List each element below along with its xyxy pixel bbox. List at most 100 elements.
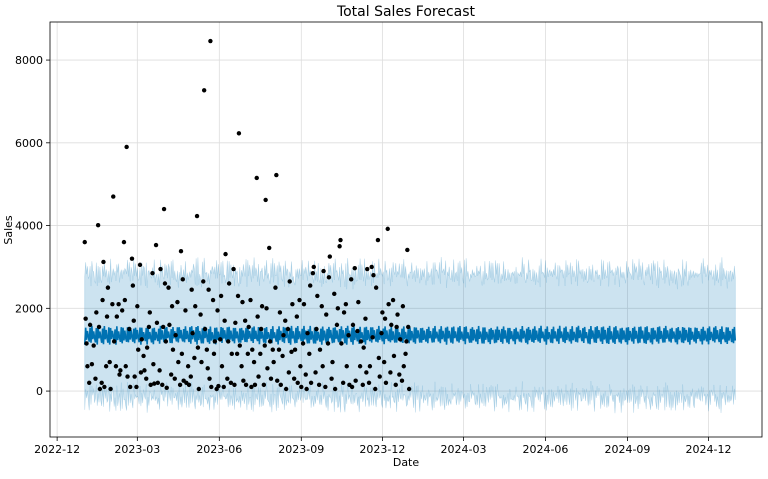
data-point (270, 347, 275, 352)
data-point (335, 306, 341, 311)
data-point (235, 293, 241, 299)
data-point (258, 351, 263, 357)
data-point (160, 382, 165, 388)
data-point (154, 320, 160, 326)
data-point (403, 351, 408, 357)
data-point (111, 339, 117, 344)
y-tick-label: 6000 (15, 137, 43, 150)
data-point (240, 299, 245, 305)
data-point (281, 333, 286, 338)
data-point (211, 351, 217, 357)
data-point (252, 382, 258, 388)
data-point (313, 370, 318, 375)
y-tick-label: 2000 (15, 302, 43, 315)
data-point (204, 347, 210, 352)
x-tick-label: 2023-06 (196, 443, 242, 456)
data-point (251, 359, 257, 365)
data-point (226, 339, 231, 344)
data-point (114, 314, 120, 319)
data-point (277, 310, 283, 315)
data-point (169, 304, 175, 309)
data-point (221, 384, 226, 390)
data-point (219, 364, 225, 369)
data-point (226, 281, 232, 286)
data-point (380, 310, 385, 315)
data-point (134, 384, 139, 390)
data-point (113, 364, 119, 369)
data-point (320, 364, 325, 369)
data-point (379, 330, 384, 336)
axis-ticks: 0 2000 4000 6000 8000 2022-12 2023-03 2023-06 20… (15, 54, 732, 456)
data-point (373, 386, 378, 392)
data-point (304, 386, 309, 392)
x-tick-label: 2023-03 (114, 443, 160, 456)
data-point (194, 213, 200, 219)
data-point (152, 381, 157, 386)
data-point (401, 364, 406, 369)
data-point (223, 251, 228, 257)
data-point (249, 384, 254, 390)
data-point (185, 364, 191, 369)
data-point (148, 382, 153, 388)
data-point (103, 364, 109, 369)
data-point (195, 345, 201, 350)
data-point (357, 364, 363, 369)
data-point (370, 335, 375, 340)
data-point (353, 378, 358, 383)
data-point (325, 341, 331, 346)
data-point (157, 368, 162, 373)
data-point (323, 384, 328, 390)
data-point (329, 376, 334, 381)
data-point (303, 372, 308, 377)
data-point (355, 328, 360, 334)
x-tick-label: 2024-12 (686, 443, 732, 456)
data-point (124, 144, 129, 150)
x-tick-label: 2023-09 (278, 443, 324, 456)
data-point (356, 299, 361, 305)
data-point (128, 384, 133, 390)
data-point (212, 339, 218, 344)
data-point (346, 333, 351, 338)
data-point (383, 380, 389, 385)
data-point (366, 380, 372, 385)
data-point (121, 239, 127, 245)
data-point (151, 361, 156, 367)
data-point (341, 310, 347, 315)
data-point (196, 386, 202, 392)
data-point (339, 341, 344, 346)
data-point (291, 376, 297, 381)
data-point (91, 343, 96, 348)
data-point (135, 304, 140, 309)
data-point (344, 364, 349, 369)
data-point (161, 206, 167, 212)
data-point (142, 368, 147, 373)
data-point (82, 239, 87, 245)
data-point (209, 384, 214, 390)
data-point (107, 359, 112, 365)
data-point (141, 353, 146, 359)
data-point (176, 359, 181, 365)
data-point (275, 378, 280, 383)
data-point (390, 297, 396, 303)
data-point (373, 285, 379, 290)
data-point (130, 283, 136, 288)
data-point (218, 293, 224, 299)
data-point (225, 376, 230, 381)
data-point (265, 366, 270, 371)
data-point (100, 297, 105, 303)
data-point (215, 308, 220, 313)
data-point (283, 318, 288, 323)
data-point (285, 326, 291, 332)
observed-points (82, 38, 412, 392)
data-point (308, 380, 314, 385)
data-point (96, 324, 102, 330)
data-point (87, 322, 93, 328)
data-point (127, 326, 132, 332)
data-point (400, 304, 406, 309)
data-point (231, 266, 236, 272)
data-point (314, 326, 319, 332)
data-point (311, 264, 316, 270)
data-point (158, 266, 163, 272)
data-point (183, 308, 188, 313)
